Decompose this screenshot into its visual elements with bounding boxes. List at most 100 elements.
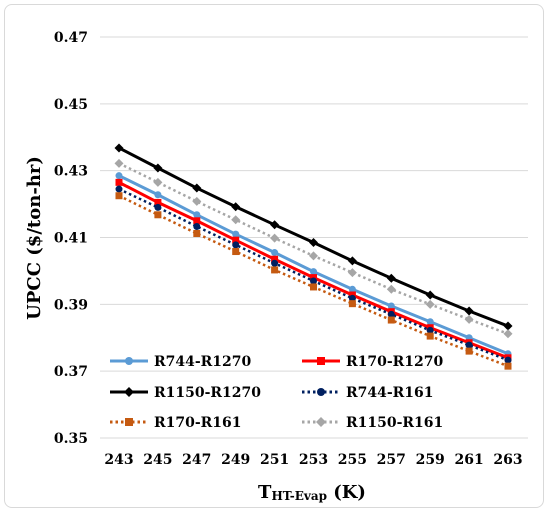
- y-tick-label: 0.47: [54, 30, 88, 46]
- data-point: [426, 326, 434, 334]
- data-point: [425, 299, 435, 309]
- x-tick-label: 257: [377, 452, 406, 468]
- x-tick-label: 243: [104, 452, 133, 468]
- legend-label: R744-R1270: [154, 354, 252, 370]
- x-tick-labels: 243 245 247 249 251 253 255 257 259 261 263: [104, 452, 522, 468]
- series-r744-r161: [115, 185, 512, 364]
- data-point: [232, 230, 240, 238]
- data-point: [271, 266, 279, 274]
- y-tick-label: 0.35: [54, 431, 88, 447]
- data-point: [387, 302, 395, 310]
- data-point: [270, 220, 280, 230]
- series-line: [118, 174, 509, 356]
- series-r1150-r161: [114, 158, 513, 339]
- data-point: [193, 217, 201, 225]
- x-axis-title-unit: (K): [327, 482, 366, 503]
- data-point: [271, 255, 279, 263]
- legend-item: R170-R1270: [302, 354, 444, 370]
- data-point: [154, 203, 162, 211]
- x-axis-title-subscript: HT-Evap: [271, 489, 327, 503]
- y-tick-labels: 0.35 0.37 0.39 0.41 0.43 0.45 0.47: [54, 30, 88, 447]
- series-lines: [114, 143, 513, 370]
- data-point: [425, 290, 435, 300]
- data-point: [115, 185, 123, 193]
- data-point: [154, 198, 162, 206]
- data-point: [347, 256, 357, 266]
- data-point: [310, 268, 317, 276]
- legend-label: R170-R161: [154, 415, 242, 431]
- data-point: [426, 332, 434, 340]
- x-tick-label: 245: [143, 452, 172, 468]
- data-point: [387, 310, 395, 318]
- data-point: [232, 248, 240, 256]
- data-point: [232, 236, 240, 244]
- x-axis-title: THT-Evap (K): [258, 482, 366, 503]
- data-point: [309, 238, 318, 248]
- legend-item: R170-R161: [110, 415, 242, 431]
- data-point: [192, 183, 202, 193]
- data-point: [426, 318, 434, 326]
- data-point: [348, 294, 356, 302]
- data-point: [504, 356, 512, 364]
- data-point: [310, 277, 317, 285]
- legend-item: R744-R161: [302, 385, 434, 401]
- series-r1150-r1270: [114, 143, 513, 331]
- data-point: [231, 202, 241, 212]
- gridlines: [100, 36, 528, 439]
- data-point: [387, 316, 395, 324]
- data-point: [193, 211, 201, 219]
- legend-label: R1150-R161: [346, 415, 443, 431]
- y-tick-label: 0.41: [54, 231, 88, 247]
- data-point: [465, 347, 473, 355]
- data-point: [192, 196, 202, 206]
- data-point: [153, 163, 163, 173]
- x-tick-label: 253: [299, 452, 328, 468]
- x-tick-label: 259: [416, 452, 445, 468]
- data-point: [193, 229, 201, 237]
- data-point: [153, 177, 163, 187]
- legend-swatch-marker: [124, 387, 134, 397]
- data-point: [503, 321, 513, 331]
- data-point: [271, 249, 279, 257]
- legend-label: R170-R1270: [346, 354, 444, 370]
- legend-item: R1150-R1270: [110, 385, 261, 401]
- data-point: [347, 268, 357, 278]
- x-axis-title-main: T: [258, 482, 272, 503]
- data-point: [115, 192, 123, 200]
- legend: R744-R1270 R170-R1270 R1150-R1270 R744-R161…: [110, 354, 444, 431]
- data-point: [231, 215, 241, 225]
- data-point: [115, 178, 123, 186]
- data-point: [154, 211, 162, 219]
- data-point: [154, 191, 162, 199]
- data-point: [310, 283, 317, 291]
- data-point: [270, 233, 280, 243]
- data-point: [464, 306, 474, 316]
- data-point: [114, 158, 124, 168]
- legend-item: R1150-R161: [302, 415, 443, 431]
- y-tick-label: 0.39: [54, 297, 88, 313]
- legend-label: R744-R161: [346, 385, 434, 401]
- legend-swatch-marker: [316, 417, 326, 427]
- y-tick-label: 0.37: [54, 364, 88, 380]
- series-line: [118, 146, 509, 328]
- data-point: [115, 172, 123, 180]
- data-point: [114, 143, 124, 153]
- data-point: [271, 259, 279, 267]
- legend-swatch-marker: [317, 388, 325, 396]
- x-tick-label: 263: [493, 452, 522, 468]
- y-tick-label: 0.45: [54, 97, 88, 113]
- data-point: [386, 273, 396, 283]
- data-point: [504, 362, 512, 370]
- legend-item: R744-R1270: [110, 354, 252, 370]
- series-r744-r1270: [115, 172, 512, 358]
- data-point: [309, 251, 318, 261]
- data-point: [464, 314, 474, 324]
- data-point: [503, 329, 513, 339]
- x-tick-label: 249: [221, 452, 250, 468]
- y-tick-label: 0.43: [54, 164, 88, 180]
- x-tick-label: 255: [338, 452, 367, 468]
- data-point: [348, 300, 356, 308]
- legend-swatch-marker: [317, 357, 325, 365]
- legend-swatch-marker: [125, 418, 133, 426]
